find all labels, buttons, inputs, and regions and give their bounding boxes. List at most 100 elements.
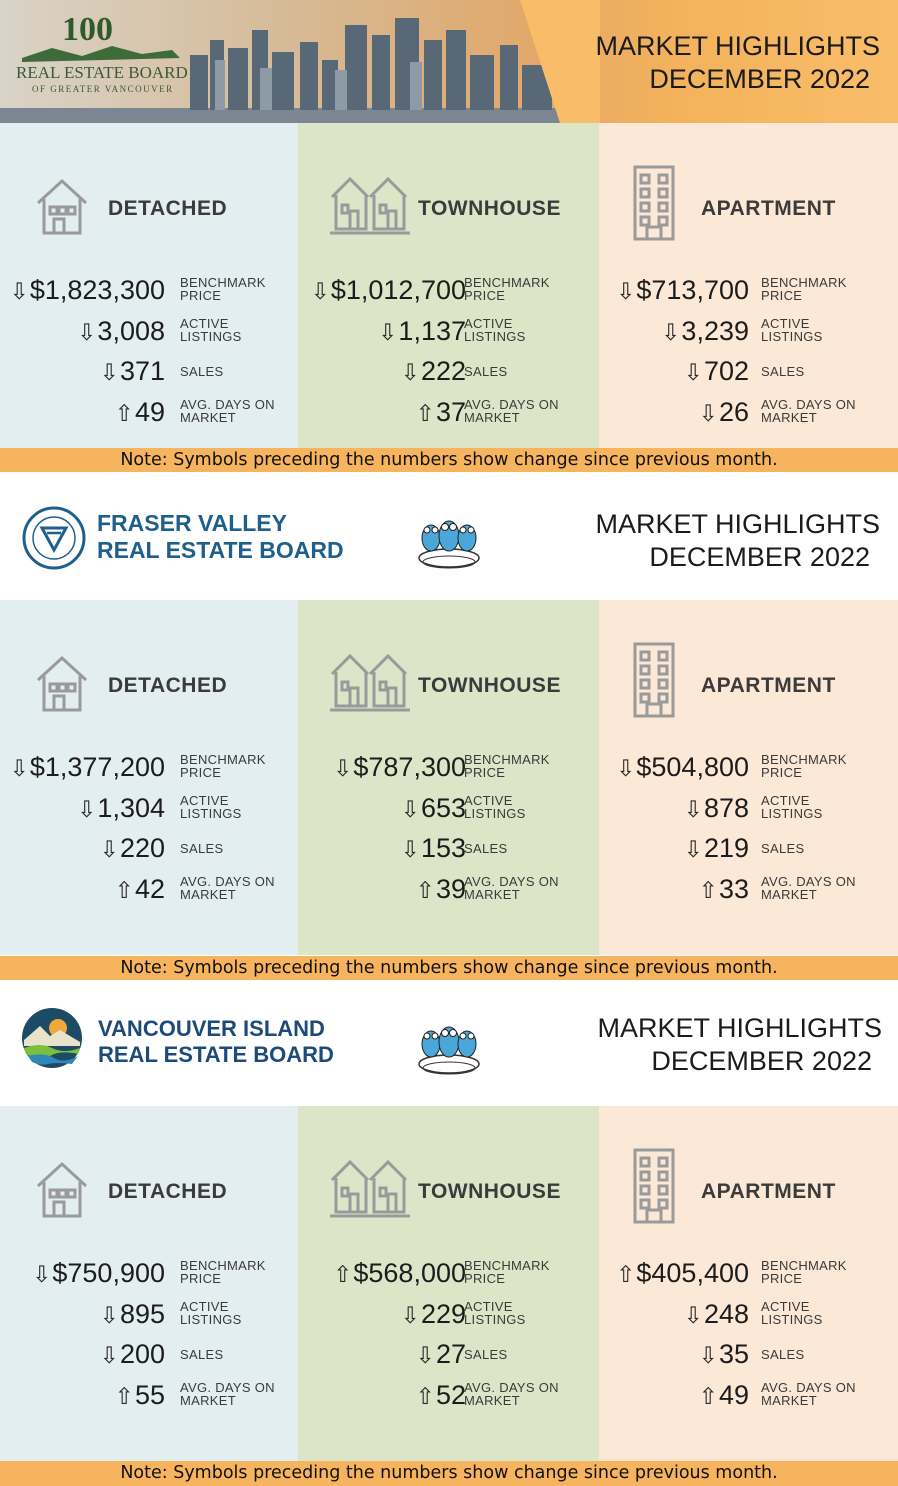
- metric-label-line-1: AVG. DAYS ON: [761, 397, 856, 412]
- metric-value: ⇩35: [699, 1337, 749, 1373]
- metric-value: ⇧39: [416, 872, 466, 908]
- metric-value: ⇩878: [684, 791, 749, 827]
- metric-value: ⇧$405,400: [616, 1256, 749, 1292]
- category-header: TOWNHOUSE: [328, 173, 598, 243]
- category-column-apartment: APARTMENT ⇧$405,400 BENCHMARK PRICE ⇩248 ACTI…: [599, 1106, 898, 1461]
- metric-number: $504,800: [636, 752, 749, 782]
- metric-row-days: ⇧39 AVG. DAYS ON MARKET: [298, 872, 599, 908]
- arrow-down-icon: ⇩: [310, 279, 330, 305]
- metric-row-active: ⇩895 ACTIVE LISTINGS: [0, 1297, 298, 1333]
- metric-label-line-1: BENCHMARK: [761, 1258, 847, 1273]
- metric-label: AVG. DAYS ON MARKET: [761, 1381, 856, 1407]
- metric-label: AVG. DAYS ON MARKET: [464, 875, 559, 901]
- arrow-up-icon: ⇧: [415, 1384, 435, 1410]
- metric-value: ⇩3,239: [661, 314, 749, 350]
- metric-label: ACTIVE LISTINGS: [464, 794, 526, 820]
- svg-text:OF GREATER VANCOUVER: OF GREATER VANCOUVER: [32, 84, 174, 94]
- category-header: APARTMENT: [629, 1148, 898, 1226]
- metric-label-line-1: ACTIVE: [761, 316, 810, 331]
- owl-nest-icon: [418, 520, 480, 569]
- arrow-up-icon: ⇧: [415, 878, 435, 904]
- metric-label: SALES: [464, 1347, 508, 1362]
- arrow-down-icon: ⇩: [32, 1262, 52, 1288]
- arrow-down-icon: ⇩: [683, 360, 703, 386]
- metric-number: 49: [718, 1380, 749, 1410]
- metric-row-sales: ⇩220 SALES: [0, 831, 298, 867]
- metric-row-days: ⇧55 AVG. DAYS ON MARKET: [0, 1378, 298, 1414]
- metric-row-active: ⇩1,304 ACTIVE LISTINGS: [0, 791, 298, 827]
- metric-row-sales: ⇩27 SALES: [298, 1337, 599, 1373]
- metric-value: ⇩$713,700: [616, 273, 749, 309]
- metric-value: ⇩702: [684, 354, 749, 390]
- category-header: DETACHED: [30, 173, 300, 243]
- metric-number: $405,400: [636, 1258, 749, 1288]
- metric-label: BENCHMARK PRICE: [761, 753, 847, 779]
- arrow-down-icon: ⇩: [616, 756, 636, 782]
- arrow-down-icon: ⇩: [333, 756, 353, 782]
- metric-value: ⇩248: [684, 1297, 749, 1333]
- metric-label-line-2: MARKET: [180, 1393, 236, 1408]
- metric-number: 653: [420, 793, 466, 823]
- metric-number: 1,137: [398, 316, 466, 346]
- metric-value: ⇩1,137: [378, 314, 466, 350]
- metric-number: 26: [718, 397, 749, 427]
- metric-label-line-1: ACTIVE: [180, 1299, 229, 1314]
- metric-row-active: ⇩878 ACTIVE LISTINGS: [599, 791, 898, 827]
- metric-label-line-1: BENCHMARK: [761, 275, 847, 290]
- metric-label: SALES: [464, 364, 508, 379]
- metric-label: SALES: [761, 841, 805, 856]
- metric-row-sales: ⇩222 SALES: [298, 354, 599, 390]
- metric-label: AVG. DAYS ON MARKET: [180, 398, 275, 424]
- title-line-1: MARKET HIGHLIGHTS: [597, 1013, 882, 1043]
- arrow-down-icon: ⇩: [400, 837, 420, 863]
- vancouver-island-logo-mark: [22, 1008, 82, 1068]
- vancouver-island-logo-text: VANCOUVER ISLAND REAL ESTATE BOARD: [98, 1016, 334, 1068]
- metric-number: 153: [420, 833, 466, 863]
- category-column-townhouse: TOWNHOUSE ⇩$1,012,700 BENCHMARK PRICE ⇩1,137…: [298, 123, 599, 448]
- arrow-down-icon: ⇩: [99, 1303, 119, 1329]
- metric-label-line-1: AVG. DAYS ON: [464, 874, 559, 889]
- logo-line-1: FRASER VALLEY: [97, 510, 287, 536]
- metric-number: $568,000: [353, 1258, 466, 1288]
- metric-value: ⇧33: [699, 872, 749, 908]
- metric-label-line-1: BENCHMARK: [464, 752, 550, 767]
- metric-row-days: ⇧49 AVG. DAYS ON MARKET: [599, 1378, 898, 1414]
- metric-number: $1,377,200: [29, 752, 165, 782]
- metric-label: SALES: [180, 364, 224, 379]
- category-label: TOWNHOUSE: [418, 674, 561, 697]
- metric-row-sales: ⇩153 SALES: [298, 831, 599, 867]
- metric-row-benchmark: ⇧$568,000 BENCHMARK PRICE: [298, 1256, 599, 1292]
- metric-number: 248: [703, 1299, 749, 1329]
- metric-label-line-1: ACTIVE: [180, 316, 229, 331]
- metric-value: ⇩$750,900: [32, 1256, 165, 1292]
- arrow-up-icon: ⇧: [114, 401, 134, 427]
- metric-label: BENCHMARK PRICE: [180, 753, 266, 779]
- metric-label: SALES: [180, 1347, 224, 1362]
- metric-label-line-1: ACTIVE: [464, 316, 513, 331]
- metric-label-line-1: AVG. DAYS ON: [180, 1380, 275, 1395]
- arrow-down-icon: ⇩: [99, 837, 119, 863]
- metric-row-sales: ⇩702 SALES: [599, 354, 898, 390]
- arrow-up-icon: ⇧: [114, 1384, 134, 1410]
- metric-row-benchmark: ⇩$1,012,700 BENCHMARK PRICE: [298, 273, 599, 309]
- category-label: DETACHED: [108, 1180, 228, 1203]
- metric-number: $787,300: [353, 752, 466, 782]
- metric-number: $1,012,700: [330, 275, 466, 305]
- metric-value: ⇧$568,000: [333, 1256, 466, 1292]
- metric-number: 702: [703, 356, 749, 386]
- metric-label-line-1: BENCHMARK: [464, 275, 550, 290]
- metric-label-line-2: PRICE: [464, 765, 506, 780]
- metric-value: ⇧55: [115, 1378, 165, 1414]
- metric-row-active: ⇩248 ACTIVE LISTINGS: [599, 1297, 898, 1333]
- metric-row-benchmark: ⇩$504,800 BENCHMARK PRICE: [599, 750, 898, 786]
- arrow-down-icon: ⇩: [616, 279, 636, 305]
- note-bar: Note: Symbols preceding the numbers show…: [0, 448, 898, 472]
- metric-number: 55: [134, 1380, 165, 1410]
- metric-row-active: ⇩3,008 ACTIVE LISTINGS: [0, 314, 298, 350]
- metric-label-line-1: BENCHMARK: [180, 275, 266, 290]
- metric-label-line-2: PRICE: [180, 288, 222, 303]
- metric-number: 33: [718, 874, 749, 904]
- metric-number: 3,008: [97, 316, 165, 346]
- metric-value: ⇩219: [684, 831, 749, 867]
- metric-value: ⇩220: [100, 831, 165, 867]
